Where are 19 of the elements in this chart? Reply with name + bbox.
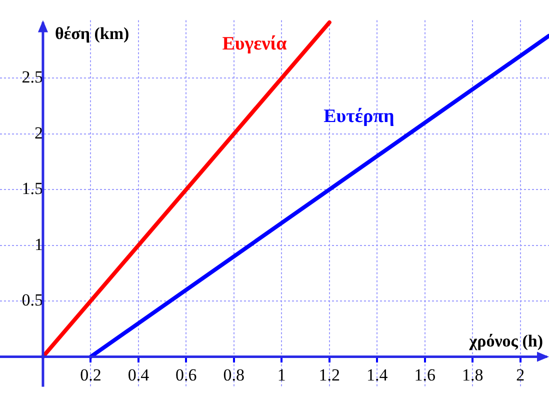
y-tick-label: 2.5	[22, 68, 43, 87]
x-tick-label: 2	[516, 365, 525, 384]
x-tick-label: 1.4	[366, 365, 388, 384]
y-tick-label: 1	[34, 234, 43, 254]
y-axis-title: θέση (km)	[54, 24, 130, 44]
x-tick-label: 1	[277, 365, 286, 384]
x-tick-label: 0.2	[80, 365, 102, 384]
y-tick-label: 2	[34, 123, 43, 142]
y-tick-label: 1.5	[22, 179, 43, 198]
x-tick-label: 0.6	[176, 365, 197, 384]
x-tick-label: 0.8	[223, 365, 245, 384]
x-tick-label: 1.6	[414, 365, 436, 384]
x-axis-title: χρόνος (h)	[468, 332, 543, 351]
series-label: Ευτέρπη	[324, 106, 394, 127]
y-tick-label: 0.5	[22, 290, 43, 310]
x-tick-label: 1.2	[318, 365, 340, 384]
x-tick-label: 0.4	[128, 365, 150, 384]
series-label: Ευγενία	[222, 33, 288, 54]
x-tick-label: 1.8	[462, 365, 484, 384]
